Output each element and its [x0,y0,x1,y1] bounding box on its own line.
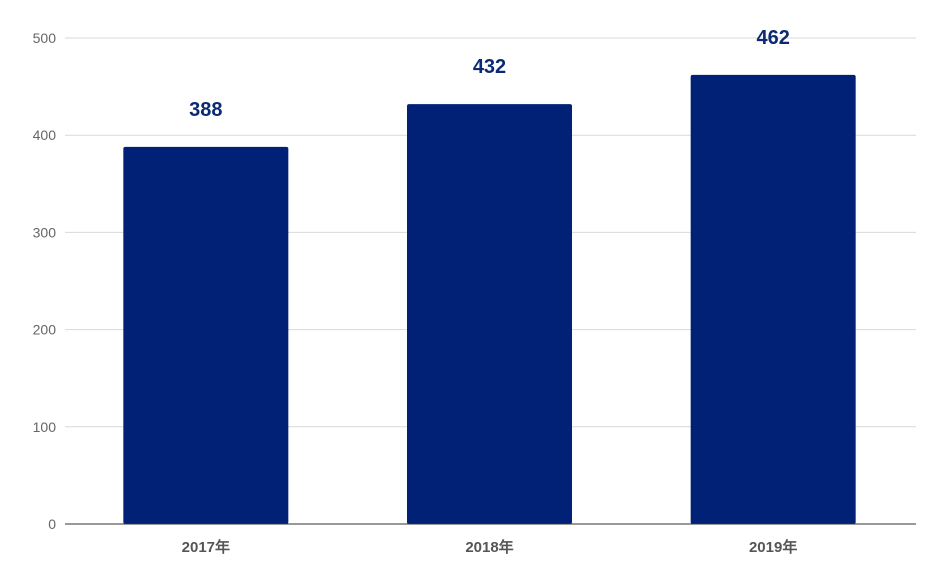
y-tick-label: 400 [33,127,57,143]
y-tick-label: 500 [33,30,57,46]
data-label: 462 [756,27,789,49]
x-tick-label: 2019年 [749,538,797,556]
bar [123,146,289,524]
y-axis-tick-labels: 0 100 200 300 400 500 [33,30,57,532]
bars [123,74,856,524]
x-tick-label: 2017年 [182,538,230,556]
data-labels: 388 432 462 [189,27,790,121]
y-tick-label: 200 [33,322,57,338]
data-label: 432 [473,56,506,78]
y-tick-label: 0 [48,516,56,532]
data-label: 388 [189,99,222,121]
y-tick-label: 100 [33,419,57,435]
x-axis-tick-labels: 2017年 2018年 2019年 [182,538,798,556]
y-tick-label: 300 [33,224,57,240]
bar [690,74,856,524]
x-tick-label: 2018年 [465,538,513,556]
bar [407,104,572,524]
